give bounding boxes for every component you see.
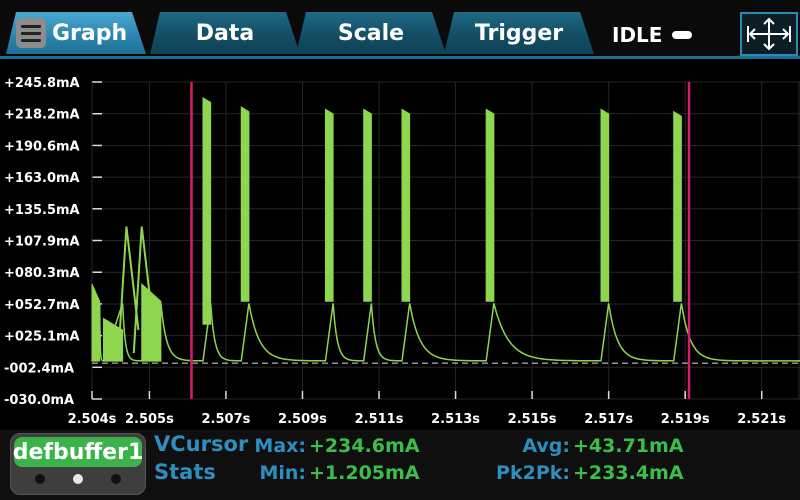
x-tick-label: 2.515s xyxy=(508,412,557,427)
current-trace-chart[interactable]: +245.8mA +218.2mA +190.6mA +163.0mA +135.5mA… xyxy=(0,59,800,430)
x-tick-label: 2.513s xyxy=(431,412,480,427)
y-tick-label: +107.9mA xyxy=(4,235,80,250)
pager-dot[interactable] xyxy=(35,474,45,484)
stats-title-line2: Stats xyxy=(154,460,216,484)
tab-scale[interactable]: Scale xyxy=(296,12,446,54)
tab-data-label: Data xyxy=(195,20,255,46)
data-burst xyxy=(600,108,610,302)
tab-graph[interactable]: Graph xyxy=(6,12,146,54)
data-spike xyxy=(132,226,155,354)
pk2pk-label: Pk2Pk: xyxy=(496,462,570,484)
tab-bar-underline xyxy=(0,56,800,59)
tab-data[interactable]: Data xyxy=(150,12,300,54)
y-tick-label: +052.7mA xyxy=(4,298,80,313)
x-tick-label: 2.507s xyxy=(202,412,251,427)
data-burst xyxy=(485,108,495,302)
y-tick-label: +080.3mA xyxy=(4,266,80,281)
status-text: IDLE xyxy=(612,23,663,47)
x-tick-label: 2.517s xyxy=(584,412,633,427)
data-spike xyxy=(117,226,140,354)
avg-value: +43.71mA xyxy=(573,435,684,457)
tab-trigger-label: Trigger xyxy=(474,20,564,46)
hamburger-menu-icon[interactable] xyxy=(16,18,46,48)
pager-dot-active[interactable] xyxy=(73,474,83,484)
x-tick-label: 2.521s xyxy=(737,412,786,427)
min-label: Min: xyxy=(259,462,306,484)
pager-dot[interactable] xyxy=(111,474,121,484)
x-tick-label: 2.504s xyxy=(68,412,117,427)
current-trace-line xyxy=(91,303,800,362)
max-value: +234.6mA xyxy=(309,435,420,457)
y-tick-label: +190.6mA xyxy=(4,139,80,154)
x-tick-label: 2.505s xyxy=(125,412,174,427)
y-tick-label: +135.5mA xyxy=(4,203,80,218)
idle-indicator-icon xyxy=(672,31,693,39)
graph-area[interactable]: +245.8mA +218.2mA +190.6mA +163.0mA +135.5mA… xyxy=(0,59,800,430)
data-burst xyxy=(673,110,682,302)
max-label: Max: xyxy=(254,435,306,457)
data-burst xyxy=(141,282,162,362)
min-value: +1.205mA xyxy=(309,462,420,484)
y-tick-label: -030.0mA xyxy=(4,393,74,408)
y-tick-label: +245.8mA xyxy=(4,76,80,91)
x-tick-label: 2.511s xyxy=(355,412,404,427)
x-tick-label: 2.519s xyxy=(661,412,710,427)
avg-label: Avg: xyxy=(522,435,570,457)
tab-trigger[interactable]: Trigger xyxy=(444,12,594,54)
y-tick-label: +218.2mA xyxy=(4,108,80,123)
data-burst xyxy=(202,96,212,325)
top-tab-bar: Graph Data Scale Trigger IDLE xyxy=(0,0,800,58)
expand-arrows-icon xyxy=(747,17,791,51)
data-burst xyxy=(363,108,372,302)
expand-button[interactable] xyxy=(740,12,798,56)
y-tick-label: -002.4mA xyxy=(4,361,74,376)
data-burst xyxy=(91,283,101,362)
buffer-name: defbuffer1 xyxy=(13,437,143,467)
stats-title-line1: VCursor xyxy=(154,432,249,456)
status-indicator[interactable]: IDLE xyxy=(612,18,693,52)
pk2pk-value: +233.4mA xyxy=(573,462,684,484)
data-burst xyxy=(240,106,250,302)
pager-dots xyxy=(11,474,145,484)
buffer-selector[interactable]: defbuffer1 xyxy=(10,433,146,495)
tab-scale-label: Scale xyxy=(337,20,405,46)
tab-graph-label: Graph xyxy=(52,20,128,46)
data-burst xyxy=(324,108,334,302)
y-tick-label: +163.0mA xyxy=(4,171,80,186)
x-tick-label: 2.509s xyxy=(278,412,327,427)
y-tick-label: +025.1mA xyxy=(4,330,80,345)
stats-bar: defbuffer1 VCursor Stats Max: +234.6mA M… xyxy=(0,430,800,500)
data-burst xyxy=(401,108,411,302)
